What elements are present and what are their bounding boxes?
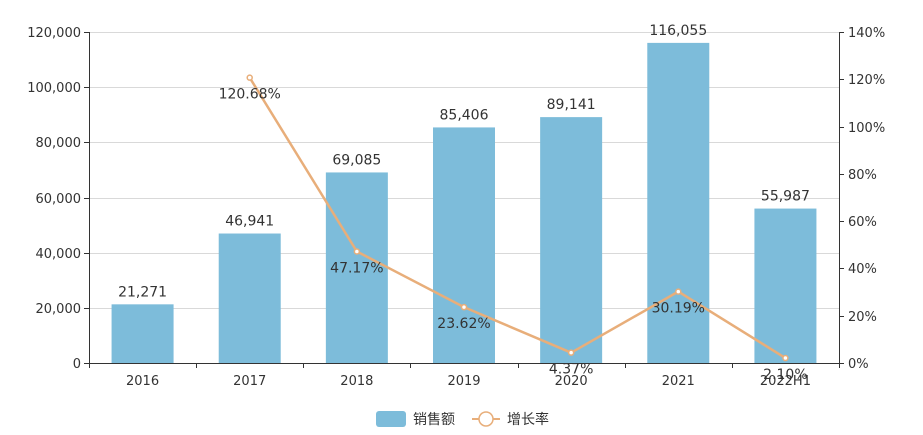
growth-point-2020 xyxy=(567,349,575,356)
y-right-tick-label: 0% xyxy=(848,357,869,372)
bar-2019 xyxy=(433,127,495,363)
x-tick-label: 2017 xyxy=(233,374,266,389)
y-left-tick-label: 80,000 xyxy=(36,136,82,151)
x-tick-label: 2020 xyxy=(555,374,588,389)
y-left-tick-label: 40,000 xyxy=(36,247,82,262)
growth-line xyxy=(248,77,787,360)
y-left-tick-label: 0 xyxy=(73,357,81,372)
y-right-tick-label: 120% xyxy=(848,73,885,88)
growth-value-label: 30.19% xyxy=(652,301,705,317)
y-right-tick-label: 140% xyxy=(848,26,885,41)
y-left-tick-label: 20,000 xyxy=(36,302,82,317)
y-right-tick-label: 100% xyxy=(848,121,885,136)
x-tick-label: 2016 xyxy=(126,374,159,389)
bar-value-label: 116,055 xyxy=(649,23,707,39)
growth-point-2021 xyxy=(675,288,682,295)
bar-value-label: 21,271 xyxy=(118,284,167,300)
y-left-tick-label: 120,000 xyxy=(27,26,81,41)
growth-value-label: 120.68% xyxy=(219,87,281,103)
x-tick-label: 2021 xyxy=(662,374,695,389)
growth-point-2022H1 xyxy=(782,354,789,362)
x-tick-label: 2018 xyxy=(340,374,373,389)
growth-point-2017 xyxy=(246,74,253,81)
y-left-tick-label: 60,000 xyxy=(36,192,82,207)
bar-value-label: 55,987 xyxy=(761,189,810,205)
legend-item-sales[interactable]: 销售额 xyxy=(376,411,455,428)
growth-value-label: 4.37% xyxy=(549,362,593,378)
growth-value-label: 2.10% xyxy=(763,367,807,383)
y-right-tick-label: 60% xyxy=(848,215,877,230)
bar-2016 xyxy=(111,304,174,363)
line-series xyxy=(246,74,789,362)
x-tick-label: 2019 xyxy=(447,374,480,389)
bar-2020 xyxy=(540,117,603,363)
bar-2018 xyxy=(325,172,388,363)
growth-value-label: 47.17% xyxy=(330,260,383,276)
growth-point-2018 xyxy=(353,248,361,255)
legend-label-growth: 增长率 xyxy=(507,411,549,428)
bar-2017 xyxy=(218,233,281,363)
legend-item-growth[interactable]: 增长率 xyxy=(472,411,549,428)
bar-value-label: 89,141 xyxy=(547,97,596,113)
y-right-tick-label: 80% xyxy=(848,168,877,183)
growth-point-2019 xyxy=(460,303,468,311)
axes: 0 20,000 40,000 60,000 80,000 100,000 120,000 0… xyxy=(27,26,885,389)
x-tick-label: 2022H1 xyxy=(760,374,811,389)
bar-2022H1 xyxy=(754,208,817,363)
y-right-tick-label: 40% xyxy=(848,262,877,277)
legend-label-sales: 销售额 xyxy=(413,412,455,428)
bar-value-label: 69,085 xyxy=(332,152,381,168)
legend[interactable]: 销售额 增长率 xyxy=(376,411,549,428)
y-right-tick-label: 20% xyxy=(848,310,877,325)
legend-swatch-sales xyxy=(376,411,406,427)
data-labels: 21,271 46,941 69,085 85,406 89,141 116,055 55,… xyxy=(118,23,810,383)
legend-swatch-growth-marker xyxy=(478,411,494,427)
growth-value-label: 23.62% xyxy=(437,316,490,332)
bar-value-label: 46,941 xyxy=(225,214,274,230)
y-left-tick-label: 100,000 xyxy=(27,81,81,96)
bar-series xyxy=(111,42,817,364)
bar-value-label: 85,406 xyxy=(440,107,489,123)
bar-2021 xyxy=(647,42,710,364)
